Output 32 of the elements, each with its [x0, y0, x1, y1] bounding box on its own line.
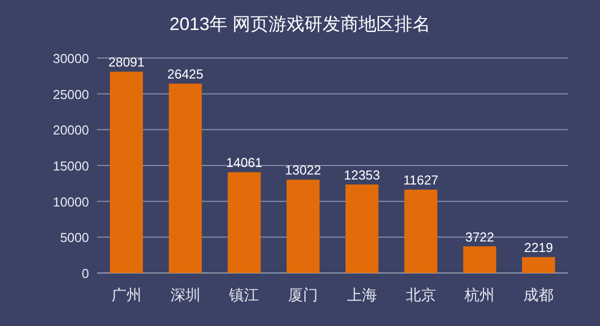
bar [110, 72, 143, 273]
x-tick-label: 成都 [524, 287, 554, 304]
y-tick-label: 5000 [60, 230, 89, 246]
bar [345, 184, 378, 273]
data-label: 13022 [284, 162, 322, 178]
data-label: 12353 [344, 167, 380, 182]
x-tick-label: 厦门 [288, 287, 318, 304]
data-label: 2219 [524, 240, 554, 256]
y-tick-label: 20000 [52, 122, 89, 138]
y-tick-label: 30000 [52, 51, 89, 66]
data-label: 28091 [108, 54, 145, 70]
data-label: 3722 [465, 229, 494, 244]
x-tick-label: 深圳 [170, 287, 200, 304]
bar [228, 172, 261, 273]
data-label: 11627 [403, 172, 438, 188]
y-tick-label: 0 [82, 266, 89, 281]
x-tick-label: 镇江 [228, 287, 260, 304]
x-tick-label: 上海 [346, 287, 377, 304]
bar [463, 246, 496, 273]
x-tick-label: 杭州 [464, 287, 495, 304]
chart-title: 2013年 网页游戏研发商地区排名 [169, 14, 431, 34]
y-tick-label: 10000 [52, 194, 89, 210]
bar [168, 84, 202, 273]
data-label: 14061 [226, 155, 262, 170]
bar [404, 190, 438, 273]
data-label: 26425 [167, 66, 204, 82]
y-tick-label: 15000 [52, 158, 89, 174]
bar [286, 180, 320, 273]
x-tick-label: 广州 [111, 287, 142, 304]
bar [522, 257, 556, 273]
y-tick-label: 25000 [52, 86, 89, 102]
x-tick-label: 北京 [406, 287, 436, 304]
